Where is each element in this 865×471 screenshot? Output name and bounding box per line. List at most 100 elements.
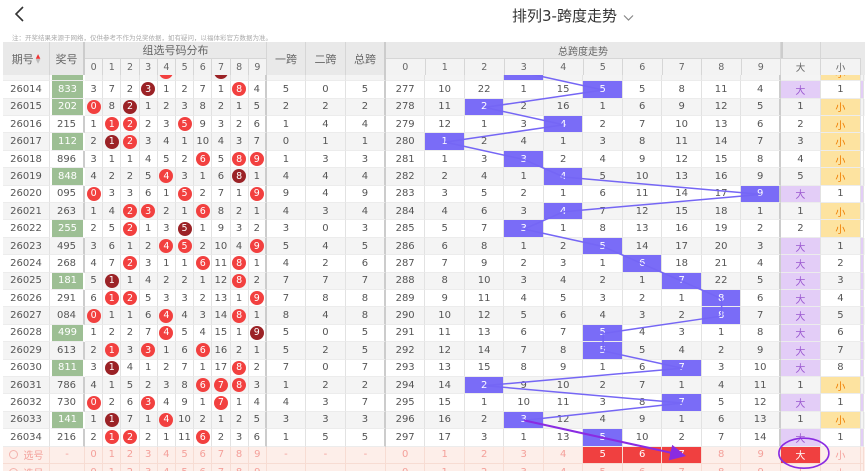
- table-row[interactable]: 26019 848 4 2 2 5 4 3 1 6 8 1 4 4 4 282 2 4 1 4 5 10 13 16 9 5 小: [3, 168, 865, 186]
- table-row[interactable]: 26016 215 1 1 2 2 3 5 9 3 2 6 1 4 4 279 12 1 3 4 2 7 10 13 6 2 小: [3, 116, 865, 134]
- table-row[interactable]: 26029 613 2 1 3 3 1 6 6 16 2 1 5 2 5 292 12 14 7 8 5 5 4 2 9 大 7: [3, 342, 865, 360]
- header-trend-col: 4: [544, 58, 584, 75]
- select-digit-button[interactable]: 8: [231, 463, 249, 471]
- select-digit-button[interactable]: 8: [230, 446, 249, 464]
- distribution-cell: 5: [175, 237, 195, 256]
- sort-icon[interactable]: ▲ ▼: [35, 52, 41, 65]
- table-row[interactable]: 26022 255 2 5 2 1 3 5 1 9 3 2 3 0 3 285 5 7 3 1 8 13 16 19 2 2 小: [3, 220, 865, 238]
- table-row[interactable]: 26033 141 1 1 7 1 4 10 2 1 2 5 3 3 3 296 16 2 3 12 4 9 1 6 13 1 小: [3, 411, 865, 430]
- table-row[interactable]: 26030 811 3 1 4 1 2 7 1 17 8 2 7 0 7 293 13 15 8 9 1 6 7 3 10 大 8: [3, 359, 865, 377]
- table-row[interactable]: 26034 216 2 1 2 2 1 11 6 2 3 6 1 5 5 297 17 3 1 13 5 10 2 7 14 大 1: [3, 429, 865, 447]
- select-span-button[interactable]: 7: [662, 463, 702, 471]
- select-big-button[interactable]: 大: [781, 463, 821, 471]
- select-label-cell[interactable]: 选号: [3, 463, 50, 471]
- select-digit-button[interactable]: 0: [85, 446, 104, 464]
- select-digit-button[interactable]: 9: [248, 446, 267, 464]
- radio-button[interactable]: [8, 450, 18, 460]
- distribution-cell: 1: [85, 324, 104, 343]
- select-label-cell[interactable]: 选号: [3, 446, 50, 464]
- header-trend-col: 3: [504, 58, 544, 75]
- select-span-button[interactable]: 7: [662, 446, 702, 464]
- select-digit-button[interactable]: 1: [103, 446, 122, 464]
- period-cell: 26029: [3, 342, 50, 360]
- select-small-button[interactable]: 小: [820, 446, 861, 464]
- table-row[interactable]: 26020 095 0 3 3 6 1 5 2 7 1 9 9 4 9 283 3 5 2 1 6 11 14 17 9 大 1: [3, 185, 865, 204]
- select-span-button[interactable]: 5: [583, 446, 623, 464]
- distribution-cell: 8: [230, 307, 249, 325]
- select-digit-button[interactable]: 4: [157, 446, 176, 464]
- table-row[interactable]: 26026 291 6 1 2 5 3 3 2 13 1 9 7 8 8 289 9 11 4 5 3 2 1 8 6 大 4: [3, 289, 865, 308]
- select-digit-button[interactable]: 3: [139, 446, 158, 464]
- table-row[interactable]: 26025 181 5 1 1 4 2 2 1 12 8 2 7 7 7 288 8 10 3 4 2 1 7 22 5 大 3: [3, 272, 865, 290]
- table-row[interactable]: 26018 896 3 1 1 4 5 2 6 5 8 9 1 3 3 281 1 3 3 2 4 9 12 15 8 4 小: [3, 150, 865, 169]
- select-span-button[interactable]: 9: [741, 446, 781, 464]
- select-span-button[interactable]: 8: [701, 446, 742, 464]
- select-digit-button[interactable]: 2: [121, 446, 140, 464]
- select-span-button[interactable]: 5: [583, 463, 623, 471]
- select-span-button[interactable]: 6: [622, 446, 663, 464]
- select-span-button[interactable]: 3: [504, 463, 544, 471]
- select-span-button[interactable]: 0: [386, 463, 426, 471]
- select-span-button[interactable]: 1: [425, 463, 465, 471]
- radio-button[interactable]: [8, 467, 18, 471]
- header-period[interactable]: 期号 ▲ ▼: [3, 42, 50, 75]
- back-button[interactable]: [10, 4, 30, 24]
- table-row[interactable]: 26014 833 3 7 2 3 1 2 7 1 8 4 5 0 5 277 10 22 1 15 5 5 8 11 4 大 1: [3, 81, 865, 99]
- table-row[interactable]: 26028 499 1 2 2 7 4 5 4 15 1 9 5 0 5 291 11 13 6 7 5 4 3 1 8 大 6: [3, 324, 865, 343]
- table-row[interactable]: 26031 786 4 1 5 2 3 8 6 7 8 3 1 2 2 294 14 2 9 10 2 7 1 4 11 1 小: [3, 376, 865, 395]
- select-digit-button[interactable]: 9: [249, 463, 267, 471]
- trend-cell: 11: [543, 394, 584, 412]
- select-span-button[interactable]: 3: [504, 446, 544, 464]
- trend-hit-cell: 8: [701, 307, 742, 325]
- select-span-button[interactable]: 8: [702, 463, 742, 471]
- select-digit-button[interactable]: 6: [194, 463, 213, 471]
- distribution-cell: 3: [175, 168, 195, 186]
- select-digit-button[interactable]: 3: [140, 463, 158, 471]
- select-span-button[interactable]: 0: [385, 446, 426, 464]
- select-span-button[interactable]: 4: [544, 463, 584, 471]
- select-digit-button[interactable]: 5: [175, 446, 195, 464]
- select-span-button[interactable]: 2: [464, 446, 505, 464]
- distribution-cell: 4: [157, 75, 176, 82]
- distribution-cell: 1: [175, 75, 195, 82]
- select-span-button[interactable]: 1: [425, 446, 465, 464]
- select-digit-button[interactable]: 1: [103, 463, 122, 471]
- select-digit-button[interactable]: 4: [158, 463, 176, 471]
- trend-cell: 14: [425, 376, 465, 395]
- period-cell: 26014: [3, 81, 50, 99]
- page-title-dropdown[interactable]: 排列3-跨度走势: [512, 5, 634, 26]
- select-big-button[interactable]: 大: [780, 446, 821, 464]
- select-digit-button[interactable]: 7: [212, 446, 231, 464]
- select-small-button[interactable]: 小: [821, 463, 861, 471]
- distribution-cell: 3: [85, 150, 104, 169]
- table-row[interactable]: 26027 084 0 1 1 6 4 4 3 14 8 1 8 4 8 290 10 12 5 6 4 3 2 8 7 大 5: [3, 307, 865, 325]
- table-row[interactable]: 26023 495 3 6 1 2 4 5 2 10 4 9 5 4 5 286 6 8 1 2 5 14 17 20 3 大 1: [3, 237, 865, 256]
- table-row[interactable]: 26024 268 4 7 2 3 1 1 6 11 8 1 4 2 6 287 7 9 2 3 1 6 18 21 4 大 2: [3, 255, 865, 273]
- select-span-button[interactable]: 4: [543, 446, 584, 464]
- table-row[interactable]: 26017 112 2 1 2 3 4 1 10 4 3 7 0 1 1 280 1 2 4 1 3 8 11 14 7 3 小: [3, 133, 865, 151]
- trend-cell: 10: [425, 81, 465, 99]
- big-cell: 大: [780, 324, 821, 343]
- table-row[interactable]: 26021 263 1 4 2 3 2 1 6 8 2 1 4 3 4 284 4 6 3 4 7 12 15 18 1 1 小: [3, 203, 865, 221]
- trend-table[interactable]: 2601347726124167133032769213144471035小26…: [3, 75, 865, 471]
- table-row[interactable]: 26032 730 0 2 6 3 4 9 1 7 1 4 4 3 7 295 15 1 10 11 3 8 7 5 12 大 1: [3, 394, 865, 412]
- trend-cell: 3: [662, 324, 702, 343]
- distribution-cell: 3: [157, 220, 176, 238]
- select-digit-button[interactable]: 0: [85, 463, 104, 471]
- select-digit-button[interactable]: 5: [176, 463, 195, 471]
- select-span-button[interactable]: 9: [741, 463, 781, 471]
- overflow-cell: [860, 133, 864, 151]
- header-trend-col: 9: [741, 58, 781, 75]
- small-cell: 小: [820, 220, 861, 238]
- select-digit-button[interactable]: 7: [212, 463, 231, 471]
- table-row[interactable]: 26015 202 0 8 2 1 2 3 8 2 1 5 2 2 2 278 11 2 2 16 1 6 9 12 5 1 小: [3, 98, 865, 117]
- winning-number-cell: 216: [50, 429, 85, 447]
- select-digit-button[interactable]: 6: [194, 446, 213, 464]
- select-span-button[interactable]: 6: [623, 463, 663, 471]
- select-digit-button[interactable]: 2: [121, 463, 140, 471]
- select-span-button[interactable]: 2: [465, 463, 505, 471]
- trend-cell: 278: [385, 98, 426, 117]
- span2-cell: 4: [305, 237, 346, 256]
